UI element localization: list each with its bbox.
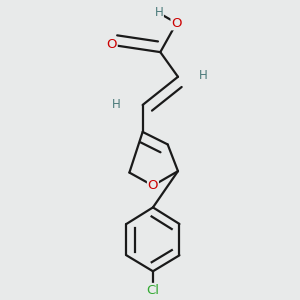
Text: O: O [171, 16, 182, 30]
Text: O: O [148, 179, 158, 192]
Text: H: H [199, 69, 207, 82]
Text: H: H [154, 6, 163, 20]
Text: H: H [112, 98, 121, 111]
Text: Cl: Cl [146, 284, 159, 297]
Text: O: O [106, 38, 117, 51]
